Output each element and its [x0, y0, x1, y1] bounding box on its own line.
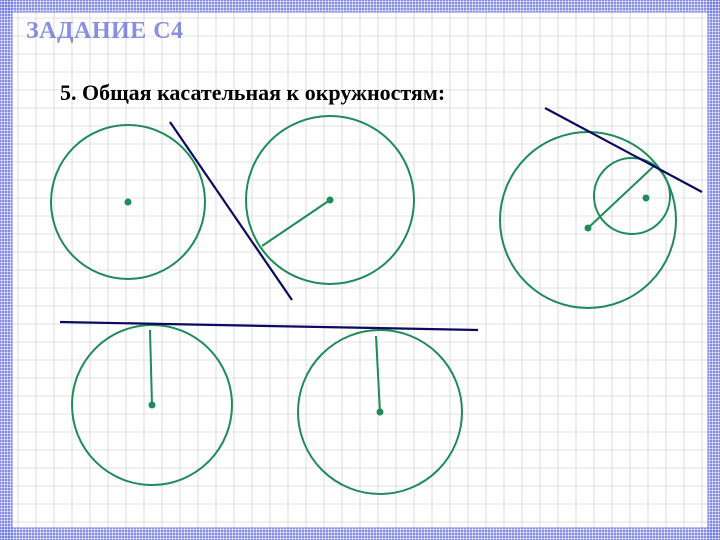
slide: ЗАДАНИЕ С4 5. Общая касательная к окружн…: [0, 0, 720, 540]
page-heading: ЗАДАНИЕ С4: [26, 18, 184, 45]
geometry-layer: [51, 108, 702, 494]
page-subtitle: 5. Общая касательная к окружностям:: [60, 80, 445, 106]
